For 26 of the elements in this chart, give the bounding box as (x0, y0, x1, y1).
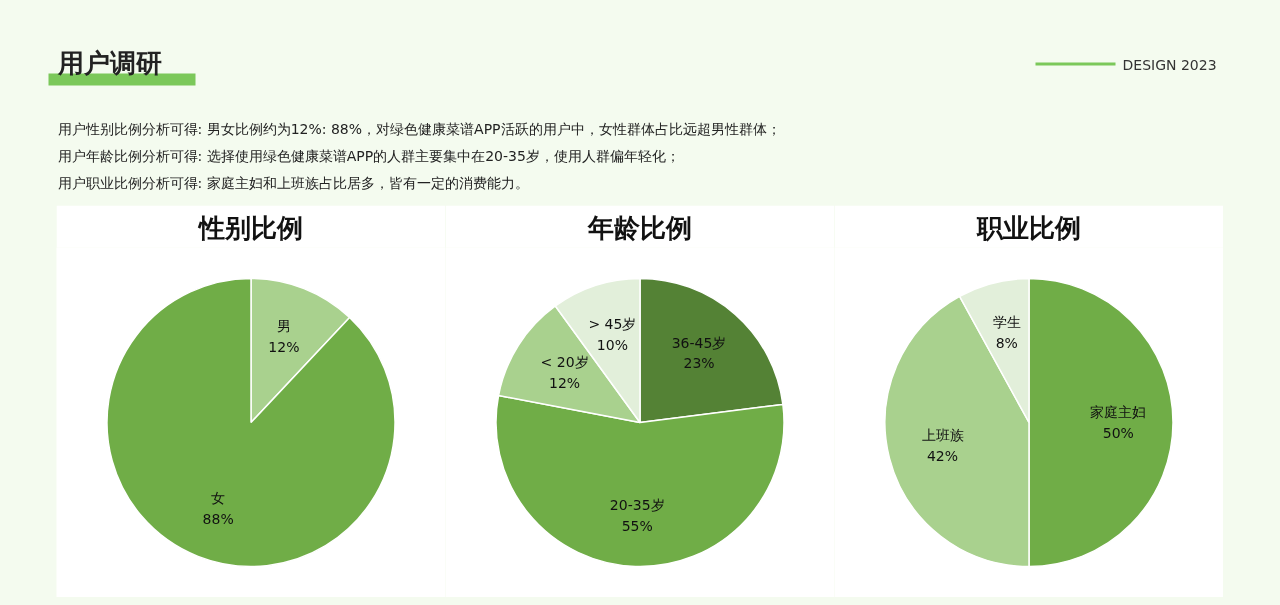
data-label: 10% (596, 336, 628, 353)
slice-label: 学生 (992, 314, 1021, 331)
slice-label: < 20岁 (540, 354, 589, 371)
text: 用户性别比例分析可得: 男女比例约为12%: 88%，对绿色健康菜谱APP活跃的用户中，女性群体占比远超男性群体； (57, 120, 781, 137)
data-label: 8% (995, 335, 1018, 352)
data-label: 50% (1102, 424, 1134, 441)
text: 用户职业比例分析可得: 家庭主妇和上班族占比居多，皆有一定的消费能力。 (57, 174, 529, 191)
data-label: 12% (268, 338, 300, 355)
text: 用户调研 (56, 47, 162, 78)
slice-label: 20-35岁 (609, 496, 665, 513)
slice-label: 上班族 (921, 427, 964, 444)
data-label: 88% (202, 511, 234, 528)
slice-label: > 45岁 (588, 315, 637, 332)
text: 用户年龄比例分析可得: 选择使用绿色健康菜谱APP的人群主要集中在20-35岁，使用人群偏年轻化； (57, 147, 680, 164)
slice-label: 家庭主妇 (1090, 404, 1147, 421)
chart-title: 职业比例 (976, 212, 1081, 243)
slice-label: 36-45岁 (671, 334, 727, 351)
data-label: 55% (621, 517, 653, 534)
chart-title: 年龄比例 (587, 212, 692, 243)
text: DESIGN 2023 (1122, 56, 1217, 73)
slice-label: 男 (276, 317, 291, 334)
slice-label: 女 (211, 490, 226, 507)
data-label: 23% (683, 355, 715, 372)
chart-title: 性别比例 (197, 212, 303, 243)
data-label: 12% (549, 375, 581, 392)
data-label: 42% (926, 447, 959, 464)
